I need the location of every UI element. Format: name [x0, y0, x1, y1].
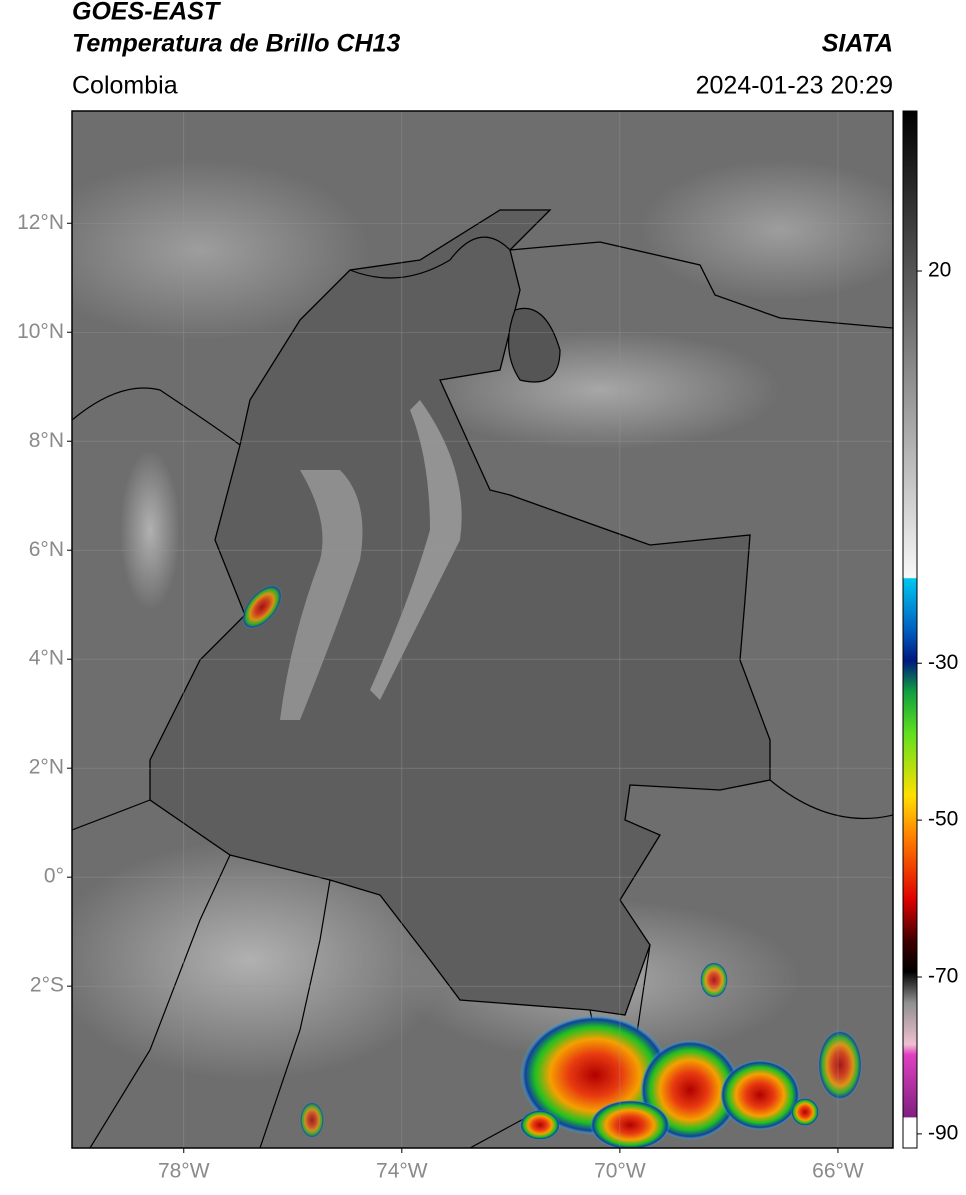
x-tick-label: 66°W: [812, 1160, 864, 1183]
y-tick-label: 12°N: [17, 211, 64, 234]
colorbar-tick-label: -30: [928, 651, 958, 674]
x-tick-label: 78°W: [158, 1160, 210, 1183]
y-tick-label: 6°N: [29, 538, 64, 561]
datetime: 2024-01-23 20:29: [696, 72, 893, 100]
colorbar-tick-label: -90: [928, 1121, 958, 1144]
x-tick-label: 70°W: [594, 1160, 646, 1183]
y-tick-label: 4°N: [29, 647, 64, 670]
satellite-image: [72, 111, 893, 1148]
y-tick-label: 8°N: [29, 429, 64, 452]
colorbar-tick-label: -50: [928, 808, 958, 831]
product: Temperatura de Brillo CH13: [72, 30, 400, 58]
y-tick-label: 2°N: [29, 756, 64, 779]
source: SIATA: [822, 30, 893, 58]
grid: [72, 111, 893, 1148]
colorbar-tick-label: -70: [928, 965, 958, 988]
y-tick-label: 10°N: [17, 320, 64, 343]
y-tick-label: 0°: [44, 865, 64, 888]
y-tick-label: 2°S: [30, 974, 64, 997]
x-tick-label: 74°W: [376, 1160, 428, 1183]
colorbar: [902, 110, 918, 1149]
colorbar-tick-label: 20: [928, 259, 951, 282]
region: Colombia: [72, 72, 178, 100]
map-frame: [71, 110, 894, 1149]
satellite: GOES-EAST: [72, 0, 222, 26]
